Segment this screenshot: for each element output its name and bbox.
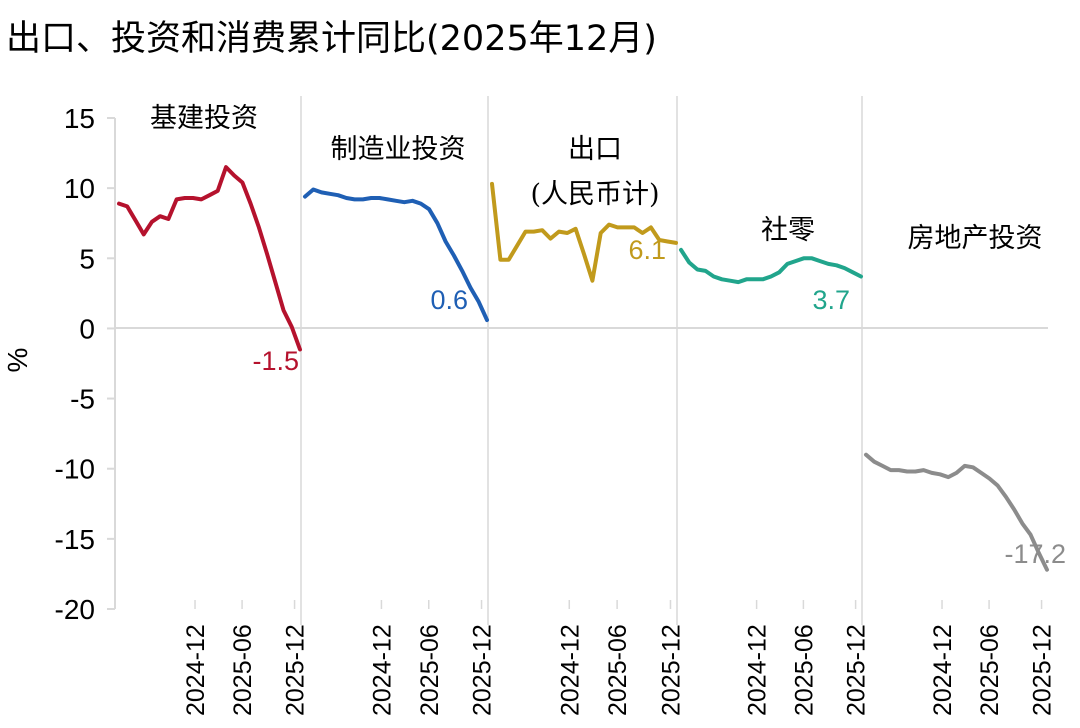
x-tick-label: 2024-12 [556, 624, 584, 716]
end-value-label: -17.2 [1004, 539, 1066, 569]
x-tick-label: 2024-12 [368, 624, 396, 716]
x-tick-label: 2025-06 [229, 624, 257, 716]
y-tick-label: 10 [64, 173, 95, 204]
series-line-4 [864, 452, 1049, 572]
plot-area: 15 10 5 0 -5 -10 -15 -20 2024-12 2025-06 2025-12 基建… [55, 96, 1066, 716]
series-line-2 [490, 181, 678, 283]
panel-label: 基建投资 [150, 103, 258, 134]
panel-label: 制造业投资 [331, 134, 466, 165]
y-tick-label: 0 [79, 313, 95, 344]
chart-title: 出口、投资和消费累计同比(2025年12月) [6, 19, 657, 59]
end-value-label: 0.6 [430, 285, 468, 315]
panel-sublabel: (人民币计) [530, 179, 659, 210]
y-tick-label: -20 [55, 594, 95, 625]
series-line-1 [303, 187, 489, 322]
y-tick-label: -15 [55, 524, 95, 555]
series-line-0 [117, 165, 302, 352]
end-value-label: 6.1 [628, 235, 666, 265]
x-tick-label: 2025-06 [790, 624, 818, 716]
x-tick-label: 2025-06 [604, 624, 632, 716]
x-tick-label: 2025-12 [469, 624, 497, 716]
x-tick-label: 2025-06 [976, 624, 1004, 716]
panel-label: 出口 [568, 134, 622, 165]
x-tick-label: 2025-06 [416, 624, 444, 716]
x-tick-label: 2024-12 [182, 624, 210, 716]
end-value-label: -1.5 [252, 346, 299, 376]
series-line-3 [679, 247, 863, 285]
x-tick-label: 2025-12 [657, 624, 685, 716]
x-tick-label: 2024-12 [744, 624, 772, 716]
panel-label: 社零 [761, 215, 815, 246]
y-tick-label: -10 [55, 454, 95, 485]
x-tick-label: 2025-12 [1029, 624, 1057, 716]
x-tick-label: 2025-12 [843, 624, 871, 716]
y-tick-label: 15 [64, 103, 95, 134]
end-value-label: 3.7 [812, 285, 850, 315]
panel-label: 房地产投资 [908, 223, 1043, 254]
y-tick-label: -5 [70, 384, 95, 415]
x-tick-label: 2024-12 [929, 624, 957, 716]
y-axis-label: % [2, 348, 33, 373]
x-tick-label: 2025-12 [282, 624, 310, 716]
y-tick-label: 5 [79, 243, 95, 274]
